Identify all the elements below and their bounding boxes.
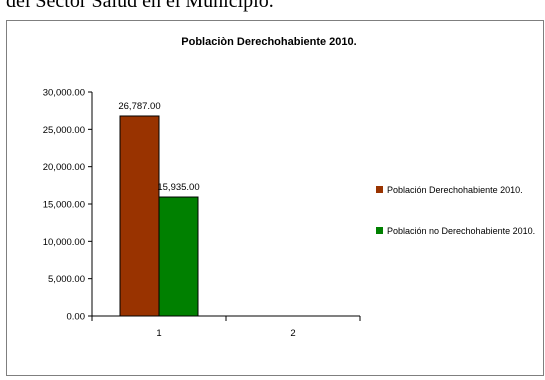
- chart-frame: Poblaciòn Derechohabiente 2010. 0.00 5,00…: [6, 20, 544, 376]
- chart-title: Poblaciòn Derechohabiente 2010.: [181, 36, 356, 48]
- chart-axes: 0.00 5,000.00 10,000.00 15,000.00 20,000.00 2…: [43, 88, 361, 339]
- chart-legend: Población Derechohabiente 2010. Población…: [376, 185, 535, 236]
- chart-bars: 26,787.00 15,935.00: [118, 101, 200, 317]
- y-tick-label: 15,000.00: [43, 200, 85, 211]
- legend-label: Población Derechohabiente 2010.: [387, 185, 523, 195]
- x-tick-label: 1: [156, 328, 161, 339]
- legend-label: Población no Derechohabiente 2010.: [387, 226, 535, 236]
- bar-1-cat-1: [119, 115, 160, 317]
- y-tick-label: 5,000.00: [48, 274, 85, 285]
- bar-chart: Poblaciòn Derechohabiente 2010. 0.00 5,00…: [43, 36, 535, 339]
- data-label: 15,935.00: [157, 182, 199, 193]
- legend-swatch: [376, 186, 383, 193]
- legend-swatch: [376, 227, 383, 234]
- y-tick-label: 20,000.00: [43, 162, 85, 173]
- y-tick-label: 0.00: [67, 312, 86, 323]
- y-tick-label: 10,000.00: [43, 237, 85, 248]
- y-tick-label: 25,000.00: [43, 125, 85, 136]
- page-header-text: del Sector Salud en el Municipio.: [6, 0, 274, 12]
- bar-2-cat-1: [158, 196, 199, 317]
- x-tick-label: 2: [290, 328, 295, 339]
- y-tick-label: 30,000.00: [43, 88, 85, 99]
- data-label: 26,787.00: [118, 101, 160, 112]
